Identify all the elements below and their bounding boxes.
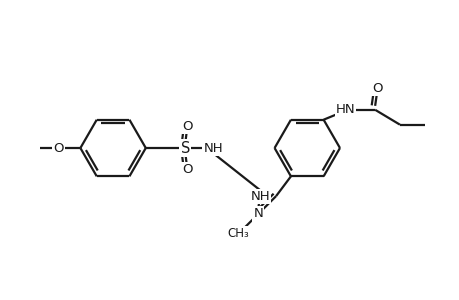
Text: S: S bbox=[180, 140, 190, 155]
Text: N: N bbox=[253, 208, 263, 220]
Text: NH: NH bbox=[203, 142, 223, 154]
Text: O: O bbox=[182, 120, 192, 133]
Text: O: O bbox=[53, 142, 64, 154]
Text: NH: NH bbox=[250, 190, 269, 202]
Text: HN: HN bbox=[335, 103, 354, 116]
Text: O: O bbox=[371, 82, 381, 94]
Text: O: O bbox=[182, 163, 192, 176]
Text: CH₃: CH₃ bbox=[227, 227, 249, 240]
